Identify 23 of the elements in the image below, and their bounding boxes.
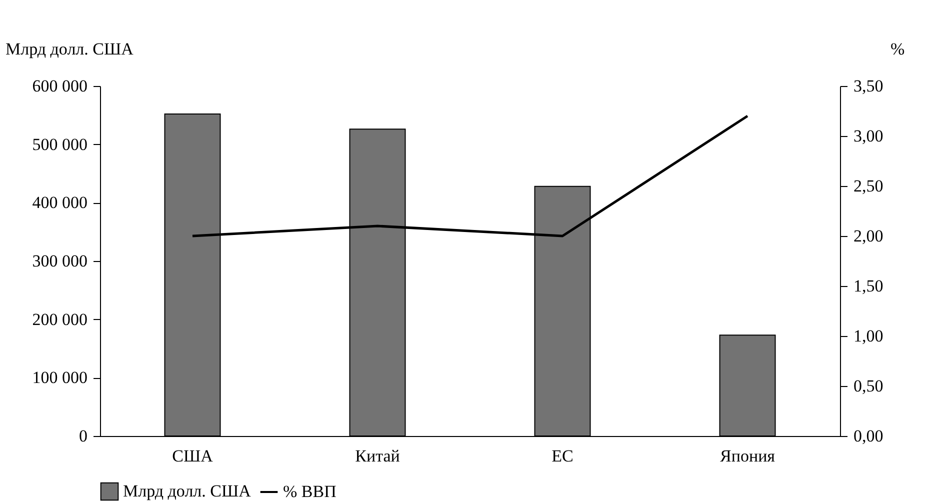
x-tick-label: США	[172, 446, 214, 466]
y-tick-label: 500 000	[32, 134, 88, 154]
y2-tick-label: 3,50	[854, 76, 884, 96]
y2-tick-label: 3,00	[854, 126, 884, 146]
y2-tick-label: 2,50	[854, 176, 884, 196]
x-tick-label: Япония	[720, 446, 776, 466]
y2-tick-label: 0,00	[854, 426, 884, 446]
legend-label: % ВВП	[283, 482, 336, 501]
y2-tick-label: 1,50	[854, 276, 884, 296]
y2-tick-label: 1,00	[854, 326, 884, 346]
y-tick-label: 200 000	[32, 310, 88, 329]
y2-tick-label: 2,00	[854, 226, 884, 246]
legend-label: Млрд долл. США	[123, 482, 252, 500]
y-tick-label: 100 000	[32, 368, 88, 388]
y2-tick-label: 0,50	[854, 376, 884, 396]
y-axis-title: Млрд долл. США	[6, 40, 134, 58]
y-tick-label: 0	[79, 426, 88, 446]
y-tick-label: 600 000	[32, 76, 88, 96]
x-tick-label: Китай	[355, 446, 400, 466]
y-tick-label: 300 000	[32, 252, 88, 270]
y2-axis-title: %	[890, 40, 905, 58]
x-tick-label: ЕС	[552, 446, 574, 466]
y-tick-label: 400 000	[32, 193, 88, 212]
